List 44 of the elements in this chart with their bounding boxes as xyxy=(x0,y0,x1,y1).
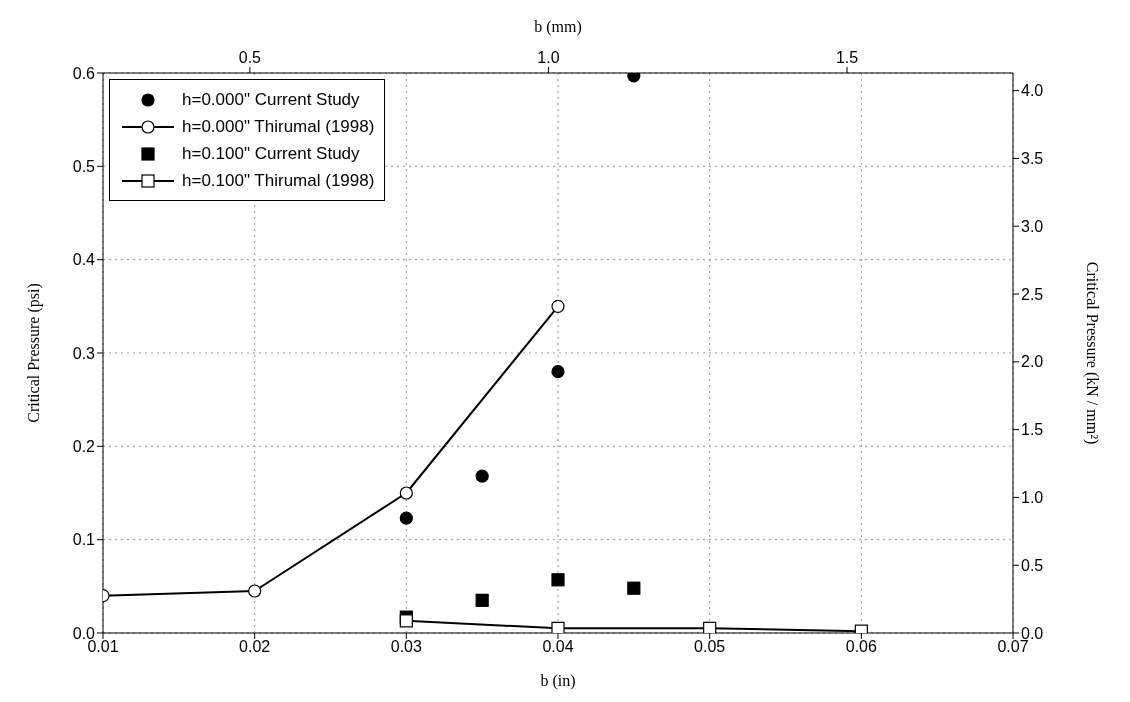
y2-tick-label: 1.5 xyxy=(1021,421,1044,439)
y-tick-label: 0.1 xyxy=(72,531,96,549)
x-tick-label: 0.05 xyxy=(694,638,726,656)
point xyxy=(551,573,565,587)
x2-axis-title: b (mm) xyxy=(534,18,582,36)
y2-tick-label: 1.0 xyxy=(1021,489,1044,507)
y2-tick-label: 3.0 xyxy=(1021,217,1044,235)
x2-tick-label: 0.5 xyxy=(238,49,262,66)
x-tick-label: 0.06 xyxy=(845,638,878,656)
x2-tick-label: 1.0 xyxy=(537,49,560,66)
point xyxy=(703,621,717,633)
legend-label: h=0.000" Current Study xyxy=(182,89,360,110)
legend-label: h=0.000" Thirumal (1998) xyxy=(182,116,375,137)
point xyxy=(551,365,565,379)
y-tick-label: 0.3 xyxy=(72,344,96,362)
x-tick-label: 0.07 xyxy=(997,638,1029,656)
y-tick-label: 0.4 xyxy=(72,251,96,269)
point xyxy=(399,511,413,525)
point xyxy=(627,581,641,595)
point xyxy=(475,469,489,483)
legend-label: h=0.100" Thirumal (1998) xyxy=(182,170,375,191)
x-tick-label: 0.02 xyxy=(239,638,271,656)
x-axis-title: b (in) xyxy=(540,672,576,690)
x-tick-label: 0.04 xyxy=(542,638,574,656)
y2-tick-label: 4.0 xyxy=(1021,82,1044,100)
y-tick-label: 0.2 xyxy=(72,438,96,456)
point xyxy=(399,486,413,500)
x2-tick-label: 1.5 xyxy=(835,49,859,66)
legend-label: h=0.100" Current Study xyxy=(182,143,360,164)
y-axis-title: Critical Pressure (psi) xyxy=(24,283,43,423)
point xyxy=(551,621,565,633)
point xyxy=(399,614,413,628)
x-tick-label: 0.03 xyxy=(390,638,423,656)
x-tick-label: 0.01 xyxy=(87,638,119,656)
y2-tick-label: 2.0 xyxy=(1021,353,1044,371)
y2-tick-label: 3.5 xyxy=(1021,150,1044,168)
point xyxy=(551,299,565,313)
point xyxy=(248,584,262,598)
y-tick-label: 0.6 xyxy=(72,64,96,82)
y2-axis-title: Critical Pressure (kN / mm²) xyxy=(1083,261,1102,445)
y2-tick-label: 2.5 xyxy=(1021,285,1044,303)
y-tick-label: 0.5 xyxy=(72,158,96,176)
y2-tick-label: 0.5 xyxy=(1021,556,1044,574)
point xyxy=(475,593,489,607)
